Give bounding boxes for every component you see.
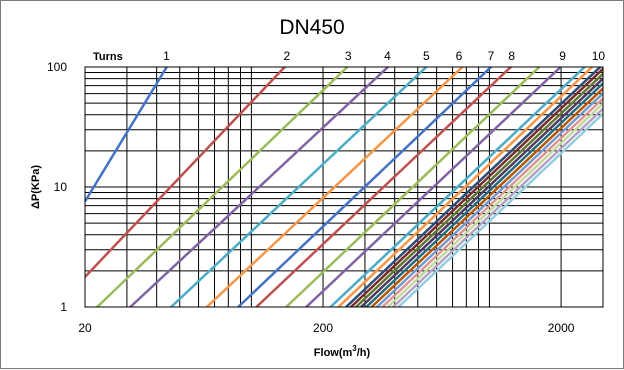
- series-line-1: [86, 67, 167, 201]
- turn-label-2: 2: [284, 49, 291, 63]
- x-tick-label: 200: [313, 321, 333, 335]
- x-axis-ticks: 20 200 2000: [78, 321, 574, 335]
- turn-label-8: 8: [508, 49, 515, 63]
- series-line-2: [86, 67, 285, 276]
- turn-label-9: 9: [559, 49, 566, 63]
- turn-label-7: 7: [488, 49, 495, 63]
- y-axis-ticks: 1 10 100: [47, 60, 67, 314]
- y-tick-label: 100: [47, 60, 67, 74]
- x-tick-label: 20: [78, 321, 92, 335]
- y-tick-label: 10: [54, 180, 68, 194]
- legend-header: Turns: [93, 51, 123, 63]
- x-tick-label: 2000: [548, 321, 575, 335]
- y-tick-label: 1: [60, 300, 67, 314]
- turn-label-4: 4: [384, 49, 391, 63]
- turn-label-10: 10: [592, 49, 606, 63]
- turn-label-3: 3: [345, 49, 352, 63]
- chart-title: DN450: [279, 16, 344, 39]
- x-axis-label: Flow(m3/h): [314, 344, 371, 359]
- x-axis-label-main: Flow(m: [314, 347, 353, 359]
- y-axis-label: ΔP(KPa): [30, 165, 42, 209]
- turn-label-1: 1: [163, 49, 170, 63]
- turn-label-5: 5: [423, 49, 430, 63]
- x-axis-label-end: /h): [357, 347, 371, 359]
- turn-labels: 12345678910111213…23: [163, 49, 624, 63]
- turn-label-6: 6: [456, 49, 463, 63]
